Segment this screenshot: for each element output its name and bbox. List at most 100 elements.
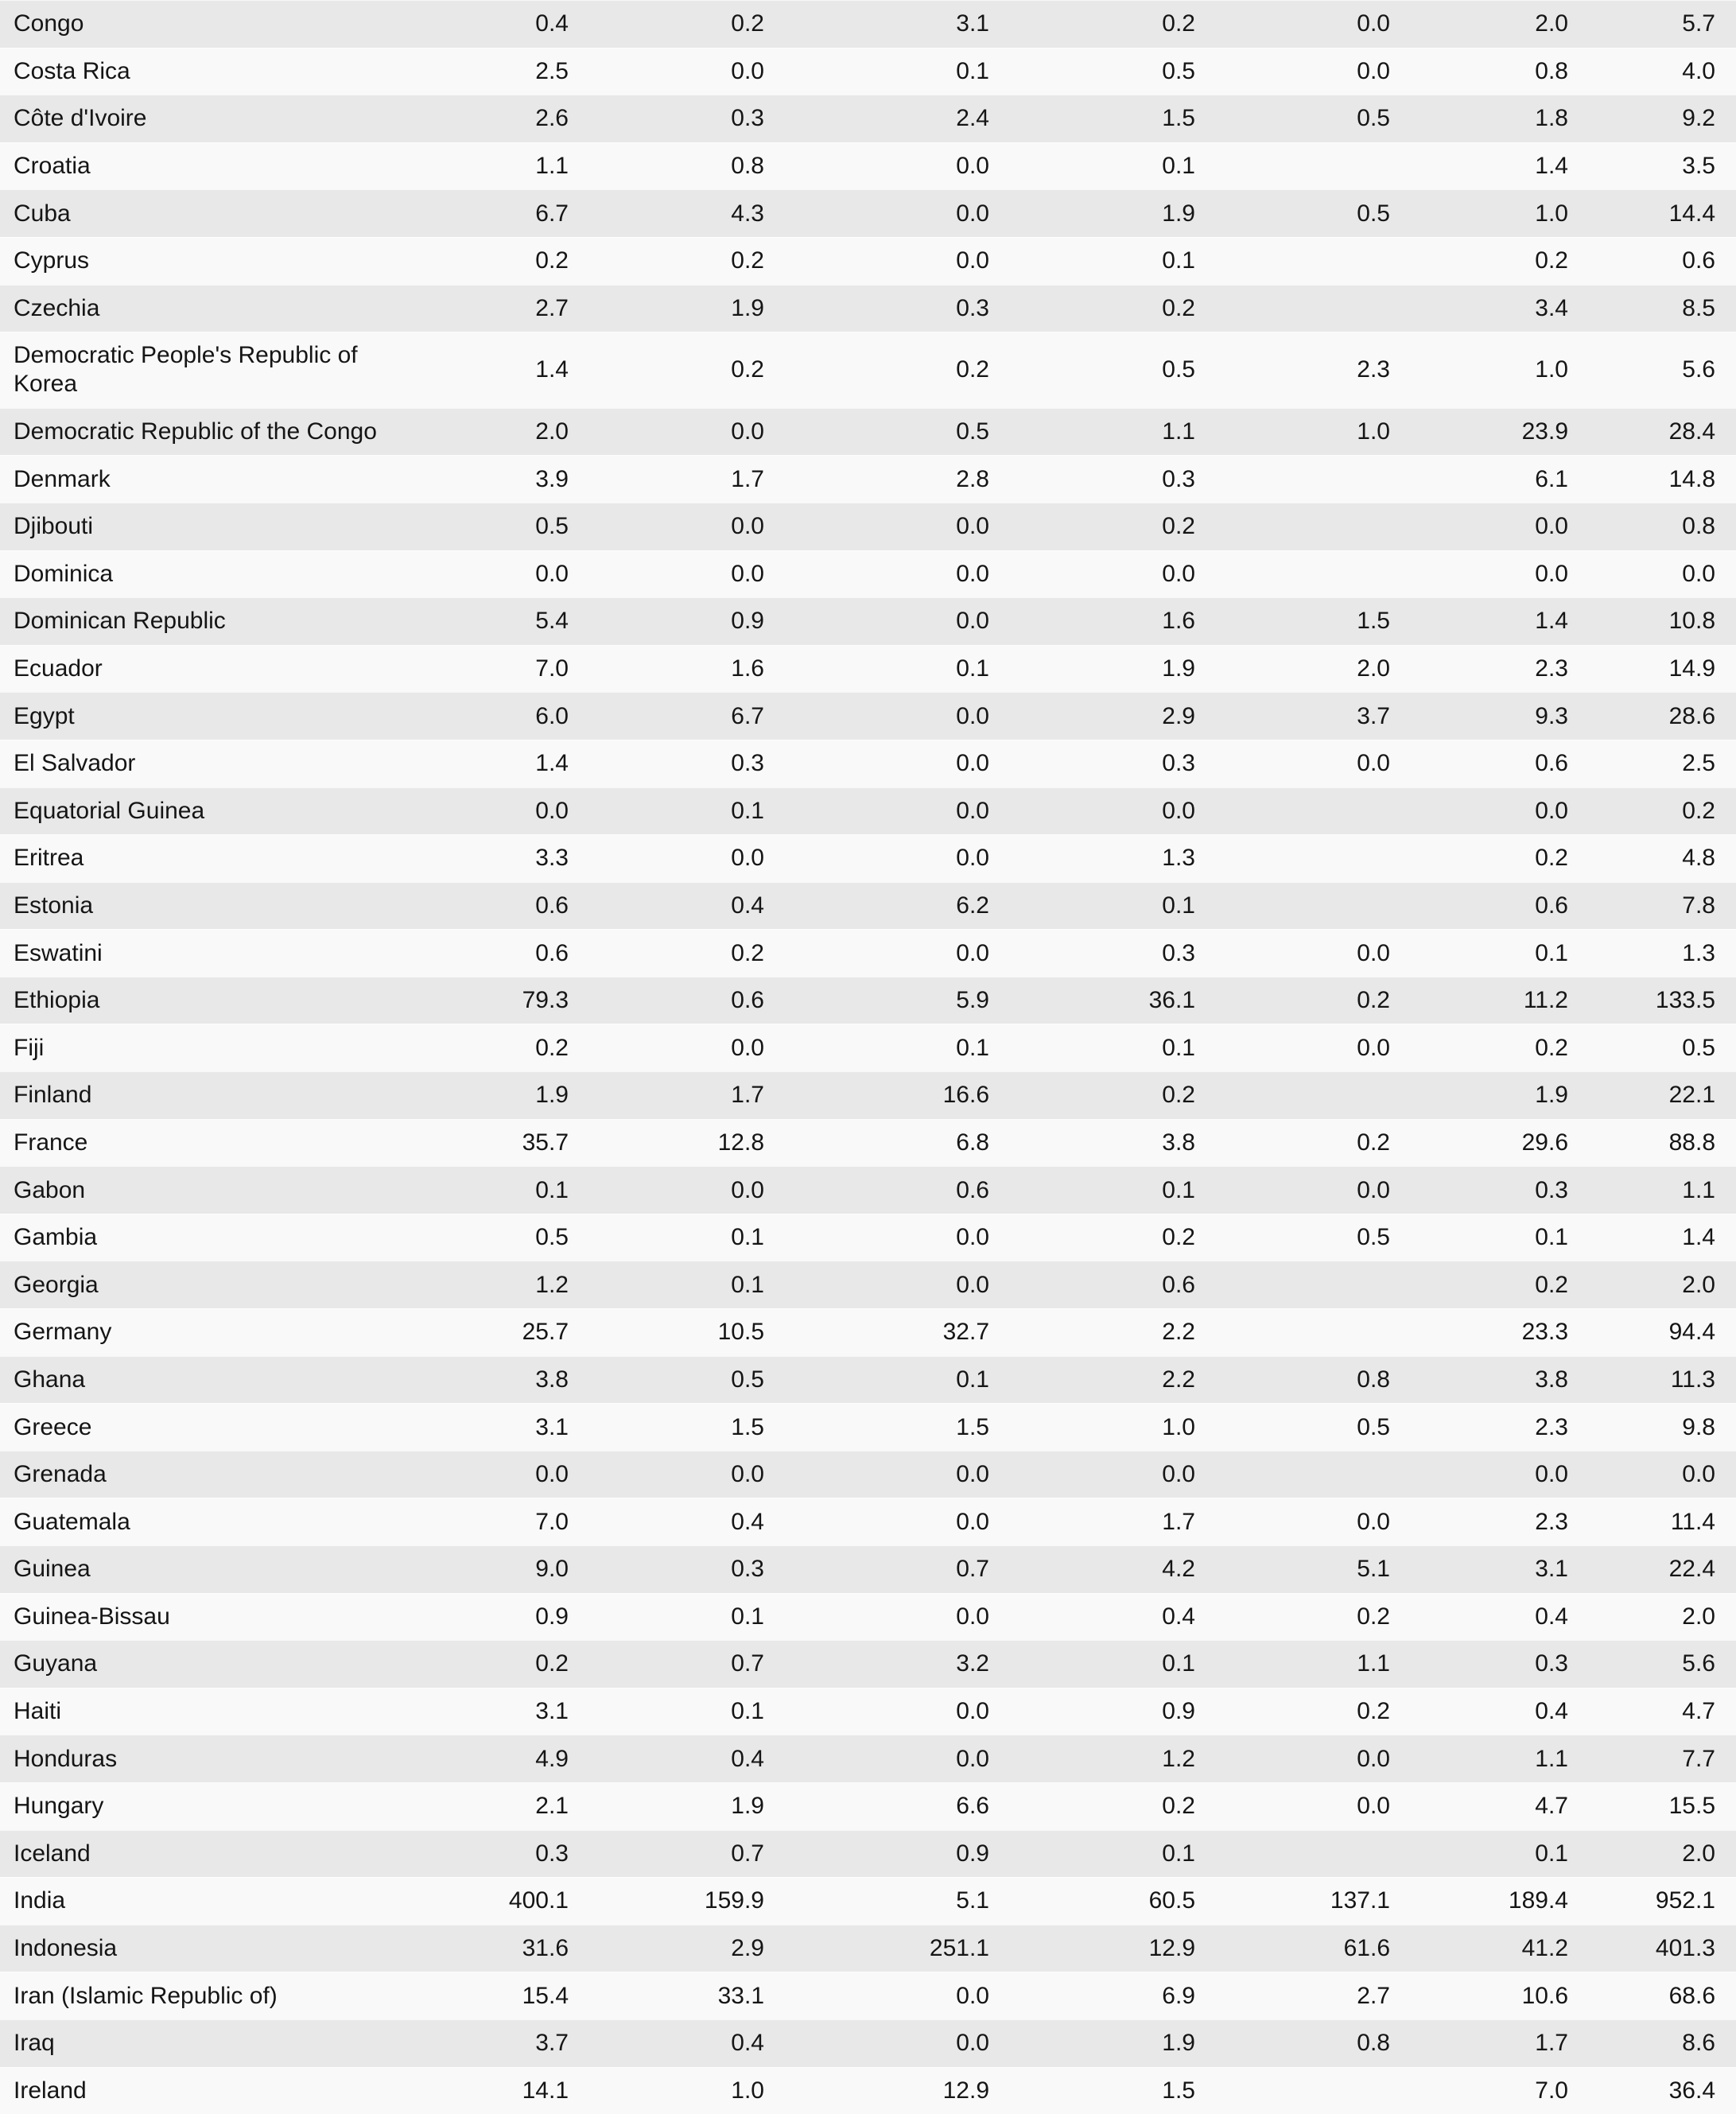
value-cell: 1.1 bbox=[1682, 1176, 1715, 1203]
value-cell: 1.5 bbox=[956, 1413, 989, 1440]
value-cell: 1.6 bbox=[731, 655, 764, 682]
value-cell: 6.7 bbox=[535, 200, 569, 227]
value-cell: 1.4 bbox=[535, 750, 569, 777]
value-cell: 0.0 bbox=[956, 845, 989, 872]
value-cell: 2.8 bbox=[956, 465, 989, 492]
value-cell: 0.1 bbox=[731, 1271, 764, 1298]
country-name-cell: Gambia bbox=[14, 1224, 98, 1251]
value-cell: 0.6 bbox=[535, 939, 569, 966]
value-cell: 8.5 bbox=[1682, 294, 1715, 321]
value-cell: 2.0 bbox=[1682, 1271, 1715, 1298]
table-row: Costa Rica 2.5 0.0 0.1 0.5 0.0 0.8 4.0 bbox=[0, 47, 1736, 95]
value-cell: 0.0 bbox=[731, 1176, 764, 1203]
value-cell: 1.9 bbox=[1162, 655, 1195, 682]
value-cell: 0.0 bbox=[956, 939, 989, 966]
table-row: Dominica 0.0 0.0 0.0 0.0 0.0 0.0 bbox=[0, 550, 1736, 598]
table-row: Haiti 3.1 0.1 0.0 0.9 0.2 0.4 4.7 bbox=[0, 1687, 1736, 1735]
table-row: Greece 3.1 1.5 1.5 1.0 0.5 2.3 9.8 bbox=[0, 1403, 1736, 1451]
value-cell: 2.0 bbox=[1682, 1603, 1715, 1630]
value-cell: 0.0 bbox=[1162, 560, 1195, 587]
country-name-cell: Georgia bbox=[14, 1271, 99, 1298]
country-name-cell: Equatorial Guinea bbox=[14, 797, 205, 824]
value-cell: 0.0 bbox=[956, 1461, 989, 1488]
value-cell: 2.3 bbox=[1535, 1508, 1568, 1535]
value-cell: 14.1 bbox=[522, 2077, 569, 2104]
value-cell: 0.0 bbox=[956, 1745, 989, 1772]
country-name-cell: Honduras bbox=[14, 1745, 118, 1772]
value-cell: 0.2 bbox=[1535, 845, 1568, 872]
value-cell: 0.0 bbox=[956, 702, 989, 729]
country-name-cell: Guinea-Bissau bbox=[14, 1603, 170, 1630]
table-row: Guinea 9.0 0.3 0.7 4.2 5.1 3.1 22.4 bbox=[0, 1545, 1736, 1593]
table-row: Indonesia 31.6 2.9 251.1 12.9 61.6 41.2 401.3 bbox=[0, 1924, 1736, 1972]
value-cell: 1.0 bbox=[1535, 356, 1568, 383]
value-cell: 4.8 bbox=[1682, 845, 1715, 872]
table-row: Denmark 3.9 1.7 2.8 0.3 6.1 14.8 bbox=[0, 455, 1736, 503]
country-name-cell: Cyprus bbox=[14, 247, 90, 274]
value-cell: 0.5 bbox=[956, 418, 989, 445]
value-cell: 0.3 bbox=[1535, 1650, 1568, 1677]
value-cell: 28.4 bbox=[1668, 418, 1715, 445]
table-row: Ecuador 7.0 1.6 0.1 1.9 2.0 2.3 14.9 bbox=[0, 644, 1736, 693]
value-cell: 0.0 bbox=[1357, 1176, 1390, 1203]
table-row: Ghana 3.8 0.5 0.1 2.2 0.8 3.8 11.3 bbox=[0, 1355, 1736, 1404]
table-row: Iran (Islamic Republic of) 15.4 33.1 0.0 6.9… bbox=[0, 1972, 1736, 2019]
value-cell: 12.8 bbox=[717, 1129, 764, 1156]
value-cell: 0.0 bbox=[956, 1271, 989, 1298]
value-cell: 0.2 bbox=[1535, 1271, 1568, 1298]
value-cell: 0.1 bbox=[731, 1698, 764, 1725]
value-cell: 0.0 bbox=[956, 1603, 989, 1630]
value-cell: 88.8 bbox=[1668, 1129, 1715, 1156]
value-cell: 0.5 bbox=[535, 513, 569, 540]
value-cell: 0.8 bbox=[1682, 513, 1715, 540]
value-cell: 0.0 bbox=[535, 797, 569, 824]
value-cell: 0.2 bbox=[1162, 1224, 1195, 1251]
value-cell: 0.5 bbox=[1357, 200, 1390, 227]
value-cell: 0.3 bbox=[731, 750, 764, 777]
value-cell: 0.1 bbox=[1535, 939, 1568, 966]
value-cell: 7.0 bbox=[535, 1508, 569, 1535]
country-name-cell: Democratic People's Republic of Korea bbox=[14, 342, 358, 398]
value-cell: 0.7 bbox=[731, 1650, 764, 1677]
value-cell: 0.0 bbox=[956, 247, 989, 274]
table-row: Ireland 14.1 1.0 12.9 1.5 7.0 36.4 bbox=[0, 2066, 1736, 2114]
value-cell: 1.8 bbox=[1535, 105, 1568, 132]
value-cell: 94.4 bbox=[1668, 1319, 1715, 1346]
value-cell: 5.1 bbox=[1357, 1556, 1390, 1583]
value-cell: 1.3 bbox=[1162, 845, 1195, 872]
value-cell: 3.3 bbox=[535, 845, 569, 872]
value-cell: 1.4 bbox=[1535, 608, 1568, 635]
value-cell: 1.7 bbox=[731, 1082, 764, 1109]
value-cell: 0.5 bbox=[1357, 105, 1390, 132]
value-cell: 3.1 bbox=[1535, 1556, 1568, 1583]
country-name-cell: Iran (Islamic Republic of) bbox=[14, 1982, 278, 2009]
value-cell: 0.1 bbox=[956, 57, 989, 84]
value-cell: 0.3 bbox=[731, 1556, 764, 1583]
value-cell: 0.4 bbox=[535, 10, 569, 37]
value-cell: 0.3 bbox=[1162, 750, 1195, 777]
country-name-cell: Gabon bbox=[14, 1176, 86, 1203]
value-cell: 0.2 bbox=[731, 10, 764, 37]
value-cell: 3.1 bbox=[956, 10, 989, 37]
country-name-cell: Indonesia bbox=[14, 1935, 118, 1962]
value-cell: 1.9 bbox=[731, 294, 764, 321]
value-cell: 3.7 bbox=[1357, 702, 1390, 729]
value-cell: 36.4 bbox=[1668, 2077, 1715, 2104]
table-row: Côte d'Ivoire 2.6 0.3 2.4 1.5 0.5 1.8 9.2 bbox=[0, 95, 1736, 142]
value-cell: 12.9 bbox=[1148, 1935, 1195, 1962]
value-cell: 15.4 bbox=[522, 1982, 569, 2009]
value-cell: 2.0 bbox=[535, 418, 569, 445]
value-cell: 12.9 bbox=[942, 2077, 989, 2104]
value-cell: 1.9 bbox=[1535, 1082, 1568, 1109]
table-row: Gabon 0.1 0.0 0.6 0.1 0.0 0.3 1.1 bbox=[0, 1166, 1736, 1214]
value-cell: 0.0 bbox=[956, 153, 989, 180]
value-cell: 0.0 bbox=[956, 2030, 989, 2057]
value-cell: 0.0 bbox=[731, 418, 764, 445]
value-cell: 0.0 bbox=[956, 513, 989, 540]
value-cell: 0.2 bbox=[956, 356, 989, 383]
value-cell: 0.2 bbox=[1162, 10, 1195, 37]
value-cell: 0.5 bbox=[1682, 1034, 1715, 1061]
value-cell: 2.0 bbox=[1357, 655, 1390, 682]
value-cell: 11.2 bbox=[1523, 987, 1568, 1014]
table-row: Guinea-Bissau 0.9 0.1 0.0 0.4 0.2 0.4 2.0 bbox=[0, 1592, 1736, 1641]
